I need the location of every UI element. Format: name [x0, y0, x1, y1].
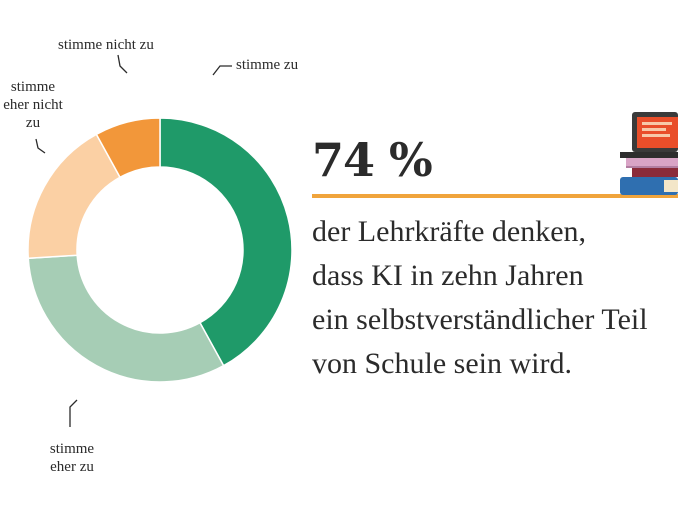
- headline-percent: 74 %: [312, 133, 433, 187]
- donut-slice-stimme-zu: [159, 117, 293, 367]
- leader-stimme-eher-zu: [69, 399, 78, 427]
- label-stimme-nicht-zu: stimme nicht zu: [58, 37, 154, 53]
- books-laptop-icon: [620, 112, 678, 195]
- label-stimme-eher-zu: stimme eher zu: [49, 441, 95, 475]
- leader-stimme-eher-nicht-zu: [35, 138, 46, 154]
- donut-slice-stimme-nicht-zu: [95, 117, 161, 179]
- leader-stimme-nicht-zu: [117, 54, 128, 74]
- donut-slice-stimme-eher-zu: [27, 254, 225, 383]
- label-stimme-zu: stimme zu: [236, 57, 299, 73]
- headline-divider: [312, 194, 678, 198]
- headline-statement: der Lehrkräfte denken, dass KI in zehn J…: [312, 215, 648, 380]
- leader-stimme-zu: [212, 65, 232, 76]
- label-stimme-eher-nicht-zu: stimme eher nicht zu: [3, 79, 63, 131]
